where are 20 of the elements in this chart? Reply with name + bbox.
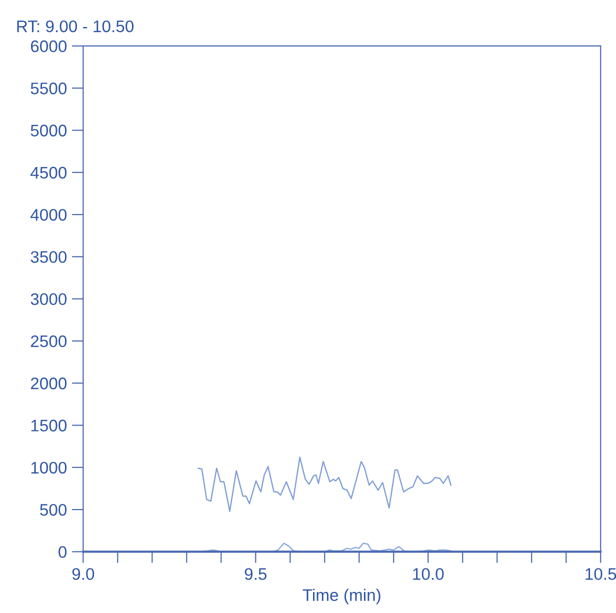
y-tick-label: 3000 xyxy=(30,293,67,306)
y-tick-label: 1000 xyxy=(31,462,67,474)
x-tick-label: 9.5 xyxy=(244,568,267,580)
y-tick-label: 3500 xyxy=(30,251,67,263)
x-tick-label: 9.0 xyxy=(72,568,94,580)
y-tick-label: 6000 xyxy=(30,40,67,52)
y-tick-label: 2500 xyxy=(30,335,67,348)
y-tick-label: 1500 xyxy=(31,420,67,432)
y-tick-label: 5500 xyxy=(30,82,67,94)
x-tick-label: 10.0 xyxy=(413,568,444,580)
y-tick-label: 0 xyxy=(58,546,67,558)
chart-title: RT: 9.00 - 10.50 xyxy=(17,20,134,32)
y-tick-label: 4000 xyxy=(30,208,67,221)
y-tick-label: 500 xyxy=(40,504,67,516)
x-tick-label: 10.5 xyxy=(586,568,616,580)
x-axis-title: Time (min) xyxy=(302,588,380,604)
y-tick-label: 2000 xyxy=(30,378,67,390)
y-tick-label: 5000 xyxy=(30,124,67,136)
line-series xyxy=(198,456,452,512)
y-tick-label: 4500 xyxy=(30,166,67,179)
